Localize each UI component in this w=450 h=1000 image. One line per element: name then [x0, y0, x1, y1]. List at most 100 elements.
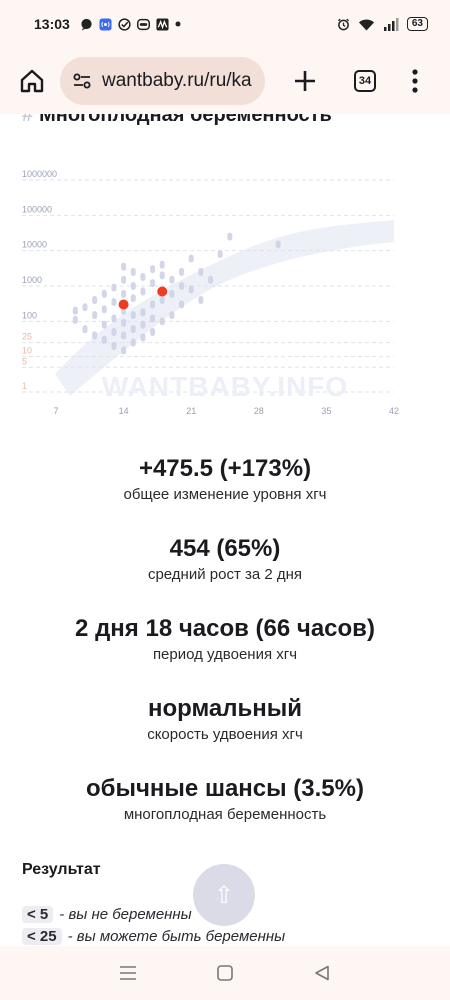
reference-point: [101, 305, 107, 314]
x-tick-label: 7: [53, 406, 58, 416]
reference-point: [130, 267, 136, 276]
reference-point: [159, 296, 165, 305]
stat-value: нормальный: [147, 695, 303, 722]
reference-point: [150, 279, 156, 288]
reference-point: [121, 289, 127, 298]
y-tick-label: 1: [22, 381, 27, 391]
data-point: [118, 299, 129, 310]
url-text[interactable]: wantbaby.ru/ru/ka: [102, 70, 252, 91]
plus-icon: [295, 71, 315, 91]
reference-point: [169, 289, 175, 298]
result-title: Результат: [22, 861, 101, 878]
result-row: < 5 - вы не беременны: [22, 906, 192, 923]
reference-point: [140, 287, 146, 296]
section-heading: # Многоплодная беременность: [22, 114, 332, 127]
reference-point: [198, 296, 204, 305]
reference-point: [121, 331, 127, 340]
stat-value: 454 (65%): [169, 535, 281, 562]
stat-label: период удвоения хгч: [152, 646, 298, 663]
chart-band: [55, 220, 394, 396]
chart-background-points: [72, 232, 281, 355]
result-tag: < 5: [22, 906, 54, 923]
chart-y-tick-labels: 1000000 100000 10000 1000 100 25 105 1: [22, 169, 57, 391]
home-button[interactable]: [4, 53, 60, 109]
back-button[interactable]: [302, 953, 342, 993]
browser-menu-button[interactable]: [395, 53, 435, 109]
result-text: - вы можете быть беременны: [67, 928, 286, 945]
dot-icon: [175, 21, 181, 27]
reference-point: [92, 331, 98, 340]
reference-point: [111, 283, 117, 292]
reference-point: [198, 267, 204, 276]
section-heading-text: Многоплодная беременность: [39, 114, 332, 126]
status-time: 13:03: [34, 16, 70, 32]
reference-point: [188, 254, 194, 263]
reference-point: [130, 294, 136, 303]
result-row: < 25 - вы можете быть беременны: [22, 928, 285, 945]
y-tick-label: 10000: [22, 240, 47, 250]
arrow-up-icon: ⇧: [213, 881, 235, 909]
y-tick-label: 10: [22, 346, 32, 356]
chart-data-points: [118, 286, 168, 310]
reference-point: [140, 272, 146, 281]
y-tick-label: 5: [22, 356, 27, 366]
new-tab-button[interactable]: [277, 53, 333, 109]
reference-point: [101, 289, 107, 298]
reference-point: [150, 327, 156, 336]
site-settings-icon[interactable]: [72, 71, 92, 91]
stat-multiple-pregnancy: обычные шансы (3.5%) многоплодная береме…: [0, 774, 450, 854]
browser-toolbar: wantbaby.ru/ru/ka 34: [0, 48, 450, 114]
reference-point: [179, 300, 185, 309]
reference-point: [101, 320, 107, 329]
stat-value: 2 дня 18 часов (66 часов): [75, 615, 375, 642]
stat-doubling-period: 2 дня 18 часов (66 часов) период удвоени…: [0, 614, 450, 694]
alarm-icon: [337, 18, 349, 30]
reference-point: [130, 325, 136, 334]
notification-icons: [80, 17, 181, 31]
reference-point: [92, 311, 98, 320]
stat-label: скорость удвоения хгч: [147, 726, 303, 743]
reference-point: [159, 260, 165, 269]
signal-icon: [383, 17, 399, 31]
y-tick-label: 100: [22, 310, 37, 320]
reference-point: [159, 271, 165, 280]
reference-point: [121, 262, 127, 271]
broadcast-icon: [99, 17, 112, 31]
chat-icon: [81, 18, 92, 31]
system-nav-bar: [0, 946, 450, 1000]
scroll-to-top-button[interactable]: ⇧: [193, 864, 255, 926]
reference-point: [227, 232, 233, 241]
y-tick-label: 100000: [22, 204, 52, 214]
x-tick-label: 14: [119, 406, 129, 416]
more-vert-icon: [412, 69, 418, 93]
tab-switcher-button[interactable]: 34: [337, 53, 393, 109]
reference-point: [179, 282, 185, 290]
reference-point: [121, 346, 127, 355]
reference-point: [92, 296, 98, 305]
reference-point: [150, 265, 156, 274]
stat-label: многоплодная беременность: [123, 806, 327, 823]
reference-point: [275, 240, 281, 249]
x-tick-label: 21: [186, 406, 196, 416]
reference-point: [140, 308, 146, 317]
reference-point: [130, 338, 136, 347]
stat-value: обычные шансы (3.5%): [86, 775, 364, 802]
x-tick-label: 28: [254, 406, 264, 416]
home-nav-button[interactable]: [205, 953, 245, 993]
anchor-hash: #: [22, 114, 34, 126]
stat-label: общее изменение уровня хгч: [123, 486, 327, 503]
recent-apps-button[interactable]: [108, 953, 148, 993]
hcg-chart: WANTBABY.INFO 1000000 100000 10000 1000 100 2…: [22, 169, 399, 416]
status-bar: 13:03 63: [0, 0, 450, 48]
page-content: # Многоплодная беременность WANTBABY.INFO…: [0, 114, 450, 946]
address-bar[interactable]: wantbaby.ru/ru/ka: [60, 57, 265, 105]
stat-doubling-speed: нормальный скорость удвоения хгч: [0, 694, 450, 774]
reference-point: [82, 303, 88, 312]
reference-point: [208, 275, 214, 284]
back-triangle-icon: [314, 965, 329, 981]
reference-point: [121, 318, 127, 327]
stat-label: средний рост за 2 дня: [147, 566, 303, 583]
wave-app-icon: [156, 17, 169, 31]
home-icon: [20, 69, 44, 93]
data-point: [157, 286, 168, 297]
